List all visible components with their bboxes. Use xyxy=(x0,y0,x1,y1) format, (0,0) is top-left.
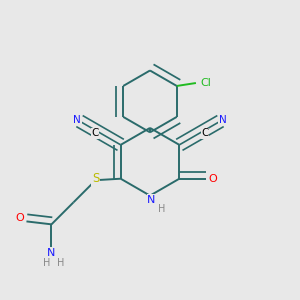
Text: H: H xyxy=(57,258,64,268)
Text: N: N xyxy=(219,115,227,124)
Text: N: N xyxy=(73,115,81,124)
Text: C: C xyxy=(201,128,209,138)
Text: N: N xyxy=(47,248,56,258)
Text: S: S xyxy=(92,172,99,185)
Text: O: O xyxy=(208,174,217,184)
Text: H: H xyxy=(158,204,166,214)
Text: N: N xyxy=(147,195,156,205)
Text: Cl: Cl xyxy=(200,78,211,88)
Text: O: O xyxy=(16,214,24,224)
Text: C: C xyxy=(91,128,99,138)
Text: H: H xyxy=(43,258,50,268)
